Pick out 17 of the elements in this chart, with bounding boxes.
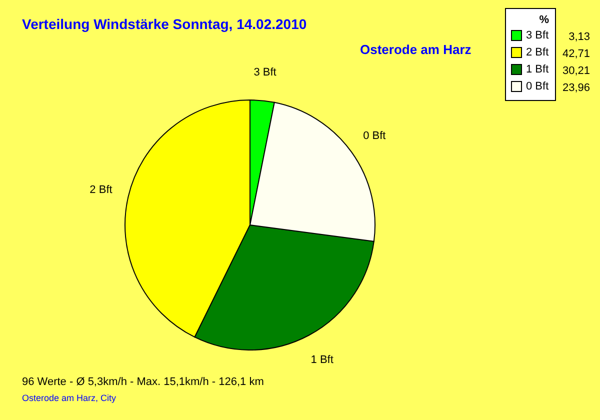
data-label: 23,96 bbox=[562, 82, 590, 94]
slice-label: 2 Bft bbox=[90, 184, 112, 196]
text: Osterode am Harz bbox=[360, 42, 472, 57]
text: 96 Werte - Ø 5,3km/h - Max. 15,1km/h - 126,1 km bbox=[22, 376, 264, 388]
data-label: 30,21 bbox=[562, 65, 590, 77]
legend-label: 2 Bft bbox=[526, 46, 549, 58]
data-label: 42,71 bbox=[562, 48, 590, 60]
slice-label: 0 Bft bbox=[363, 130, 386, 142]
text: Osterode am Harz, City bbox=[22, 393, 117, 403]
legend-label: 1 Bft bbox=[526, 64, 549, 76]
slice-label: 1 Bft bbox=[310, 354, 334, 366]
text: Verteilung Windstärke Sonntag, 14.02.2010 bbox=[22, 16, 307, 32]
slice-label: 3 Bft bbox=[254, 66, 276, 79]
legend-label: 3 Bft bbox=[526, 30, 549, 42]
data-label: 3,13 bbox=[568, 31, 590, 43]
legend-label: 0 Bft bbox=[526, 80, 549, 92]
legend-title: % bbox=[539, 14, 550, 26]
